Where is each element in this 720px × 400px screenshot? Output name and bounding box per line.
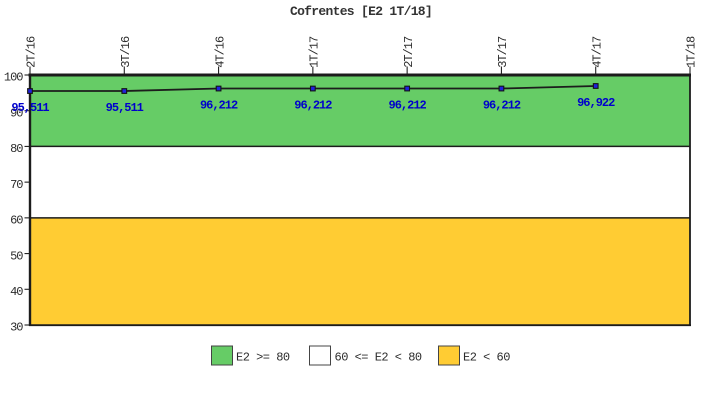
svg-text:3T/17: 3T/17 [496,36,510,68]
svg-text:2T/17: 2T/17 [402,36,416,68]
svg-text:96,212: 96,212 [200,99,238,113]
svg-text:100: 100 [4,71,23,85]
svg-text:30: 30 [10,321,23,335]
svg-text:96,212: 96,212 [483,99,521,113]
svg-text:50: 50 [10,249,23,263]
svg-text:1T/17: 1T/17 [308,36,322,68]
svg-text:40: 40 [10,285,23,299]
svg-text:95,511: 95,511 [11,101,49,115]
svg-text:95,511: 95,511 [106,101,144,115]
svg-text:1T/18: 1T/18 [685,36,699,68]
svg-text:70: 70 [10,178,23,192]
svg-text:60 <= E2 < 80: 60 <= E2 < 80 [335,351,422,365]
svg-text:Cofrentes [E2 1T/18]: Cofrentes [E2 1T/18] [290,4,432,19]
svg-text:4T/16: 4T/16 [213,36,227,68]
svg-text:3T/16: 3T/16 [119,36,133,68]
svg-text:96,212: 96,212 [389,99,427,113]
svg-text:E2 >= 80: E2 >= 80 [236,351,290,365]
svg-text:80: 80 [10,142,23,156]
svg-text:60: 60 [10,214,23,228]
svg-text:96,922: 96,922 [577,96,615,110]
svg-text:96,212: 96,212 [294,99,332,113]
svg-text:4T/17: 4T/17 [590,36,604,68]
svg-text:2T/16: 2T/16 [25,36,39,68]
svg-text:90: 90 [10,106,23,120]
svg-text:E2 < 60: E2 < 60 [463,351,510,365]
